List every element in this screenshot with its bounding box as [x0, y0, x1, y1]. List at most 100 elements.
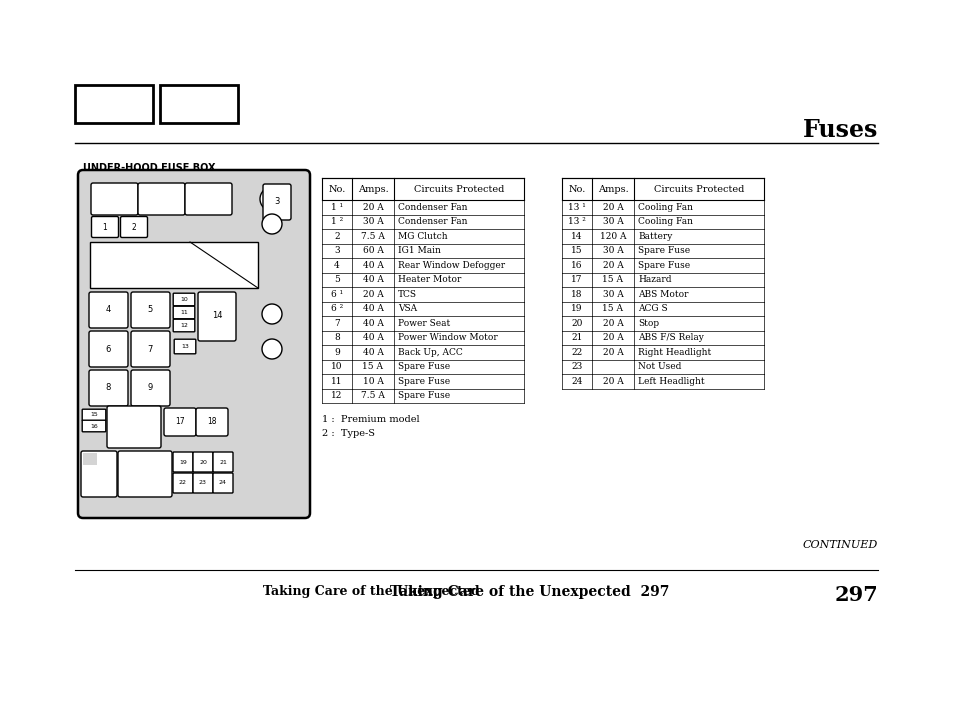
Text: 15 A: 15 A [602, 275, 623, 284]
Text: 4: 4 [334, 261, 339, 270]
Text: VSA: VSA [397, 305, 416, 313]
FancyBboxPatch shape [173, 306, 194, 319]
Text: 3: 3 [334, 246, 339, 256]
Text: Not Used: Not Used [638, 362, 680, 371]
Text: 120 A: 120 A [599, 231, 625, 241]
Text: 1 :  Premium model: 1 : Premium model [322, 415, 419, 424]
Text: 13 ²: 13 ² [567, 217, 585, 226]
FancyBboxPatch shape [82, 409, 106, 421]
FancyBboxPatch shape [164, 408, 195, 436]
Bar [160, 85, 237, 123]
FancyBboxPatch shape [193, 473, 213, 493]
Circle shape [262, 214, 282, 234]
Text: 10: 10 [331, 362, 342, 371]
Text: Stop: Stop [638, 319, 659, 328]
Circle shape [262, 304, 282, 324]
Text: IG1 Main: IG1 Main [397, 246, 440, 256]
Text: 20 A: 20 A [602, 319, 622, 328]
FancyBboxPatch shape [118, 451, 172, 497]
FancyBboxPatch shape [198, 292, 235, 341]
Text: 40 A: 40 A [362, 261, 383, 270]
FancyBboxPatch shape [195, 408, 228, 436]
FancyBboxPatch shape [81, 451, 117, 497]
Bar [83, 453, 97, 465]
Text: 18: 18 [207, 417, 216, 427]
Circle shape [260, 187, 284, 211]
Text: 30 A: 30 A [602, 217, 622, 226]
Text: Spare Fuse: Spare Fuse [638, 246, 689, 256]
Text: 21: 21 [219, 459, 227, 464]
Text: Condenser Fan: Condenser Fan [397, 217, 467, 226]
Text: 40 A: 40 A [362, 319, 383, 328]
Text: Rear Window Defogger: Rear Window Defogger [397, 261, 504, 270]
Text: 20 A: 20 A [602, 203, 622, 212]
Text: 24: 24 [219, 481, 227, 486]
Text: 13 ¹: 13 ¹ [568, 203, 585, 212]
Bar [75, 85, 152, 123]
Text: No.: No. [328, 185, 345, 194]
Text: 11: 11 [331, 377, 342, 386]
FancyBboxPatch shape [213, 452, 233, 472]
Text: 10 A: 10 A [362, 377, 383, 386]
Text: Circuits Protected: Circuits Protected [653, 185, 743, 194]
Text: Left Headlight: Left Headlight [638, 377, 704, 386]
Text: 20 A: 20 A [602, 261, 622, 270]
Text: Power Seat: Power Seat [397, 319, 450, 328]
Text: 30 A: 30 A [602, 290, 622, 299]
Text: 6: 6 [105, 344, 111, 354]
FancyBboxPatch shape [193, 452, 213, 472]
Text: 17: 17 [571, 275, 582, 284]
FancyBboxPatch shape [91, 183, 138, 215]
Text: 24: 24 [571, 377, 582, 386]
FancyBboxPatch shape [107, 406, 161, 448]
Text: 14: 14 [571, 231, 582, 241]
Text: 15: 15 [90, 413, 98, 417]
Text: 15 A: 15 A [602, 305, 623, 313]
Text: 7: 7 [147, 344, 152, 354]
Text: 297: 297 [833, 585, 877, 605]
Text: Hazard: Hazard [638, 275, 671, 284]
Text: Cooling Fan: Cooling Fan [638, 217, 692, 226]
FancyBboxPatch shape [172, 473, 193, 493]
FancyBboxPatch shape [131, 292, 170, 328]
Text: UNDER-HOOD FUSE BOX: UNDER-HOOD FUSE BOX [83, 163, 215, 173]
Text: 20 A: 20 A [362, 203, 383, 212]
FancyBboxPatch shape [185, 183, 232, 215]
Text: 7: 7 [334, 319, 339, 328]
Text: Amps.: Amps. [357, 185, 388, 194]
Text: 7.5 A: 7.5 A [360, 231, 384, 241]
FancyBboxPatch shape [78, 170, 310, 518]
Text: 12: 12 [331, 391, 342, 400]
FancyBboxPatch shape [174, 339, 195, 354]
Text: 5: 5 [334, 275, 339, 284]
Text: 20: 20 [199, 459, 207, 464]
FancyBboxPatch shape [89, 370, 128, 406]
Text: 30 A: 30 A [602, 246, 622, 256]
Text: Power Window Motor: Power Window Motor [397, 333, 497, 342]
Text: 40 A: 40 A [362, 275, 383, 284]
Text: 20: 20 [571, 319, 582, 328]
Text: 23: 23 [199, 481, 207, 486]
Text: 14: 14 [212, 312, 222, 320]
Text: 9: 9 [334, 348, 339, 356]
Text: 18: 18 [571, 290, 582, 299]
FancyBboxPatch shape [91, 217, 118, 238]
Text: 11: 11 [180, 310, 188, 315]
Text: 13: 13 [181, 344, 189, 349]
Text: 30 A: 30 A [362, 217, 383, 226]
FancyBboxPatch shape [172, 452, 193, 472]
Text: 10: 10 [180, 297, 188, 302]
Text: 21: 21 [571, 333, 582, 342]
FancyBboxPatch shape [213, 473, 233, 493]
Text: 4: 4 [105, 305, 111, 315]
Text: 17: 17 [175, 417, 185, 427]
Text: Heater Motor: Heater Motor [397, 275, 461, 284]
FancyBboxPatch shape [89, 292, 128, 328]
Text: Taking Care of the Unexpected  297: Taking Care of the Unexpected 297 [390, 585, 669, 599]
Text: Amps.: Amps. [597, 185, 628, 194]
Text: Spare Fuse: Spare Fuse [397, 377, 450, 386]
Text: 2 :  Type-S: 2 : Type-S [322, 429, 375, 438]
Text: 20 A: 20 A [602, 348, 622, 356]
FancyBboxPatch shape [131, 331, 170, 367]
Text: 20 A: 20 A [602, 377, 622, 386]
